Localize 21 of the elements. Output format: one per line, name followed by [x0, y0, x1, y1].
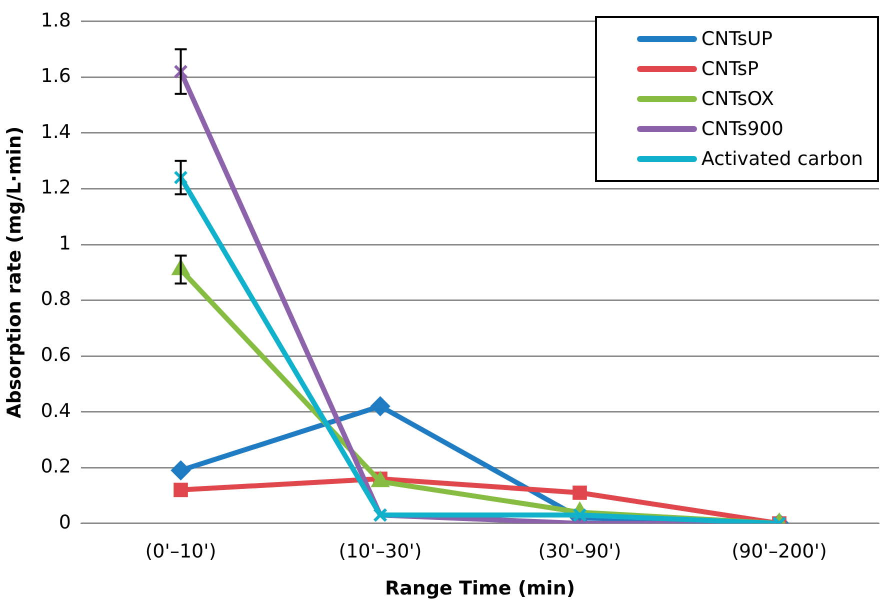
y-tick-label: 0.8 — [40, 288, 72, 310]
legend-label: CNTs900 — [701, 118, 784, 140]
x-tick-label: (30'–90') — [538, 540, 622, 563]
y-tick-label: 1.6 — [40, 65, 72, 88]
legend-label: CNTsP — [701, 58, 759, 80]
x-tick-label: (10'–30') — [338, 540, 422, 563]
legend-label: CNTsOX — [701, 88, 774, 110]
x-tick-label: (90'–200') — [732, 540, 827, 563]
y-axis-title: Absorption rate (mg/L·min) — [3, 126, 26, 418]
y-tick-label: 0.4 — [40, 400, 72, 422]
legend-label: CNTsUP — [701, 28, 773, 50]
y-tick-label: 0.6 — [40, 344, 72, 366]
y-tick-label: 1.4 — [40, 120, 72, 143]
x-tick-label: (0'–10') — [145, 540, 216, 563]
y-tick-label: 1.2 — [40, 176, 72, 199]
y-tick-label: 1 — [58, 232, 72, 254]
x-axis-title: Range Time (min) — [384, 578, 576, 600]
y-tick-label: 0 — [58, 511, 72, 534]
legend-label: Activated carbon — [701, 148, 863, 170]
y-tick-label: 1.8 — [40, 9, 72, 32]
y-tick-label: 0.2 — [40, 456, 72, 478]
